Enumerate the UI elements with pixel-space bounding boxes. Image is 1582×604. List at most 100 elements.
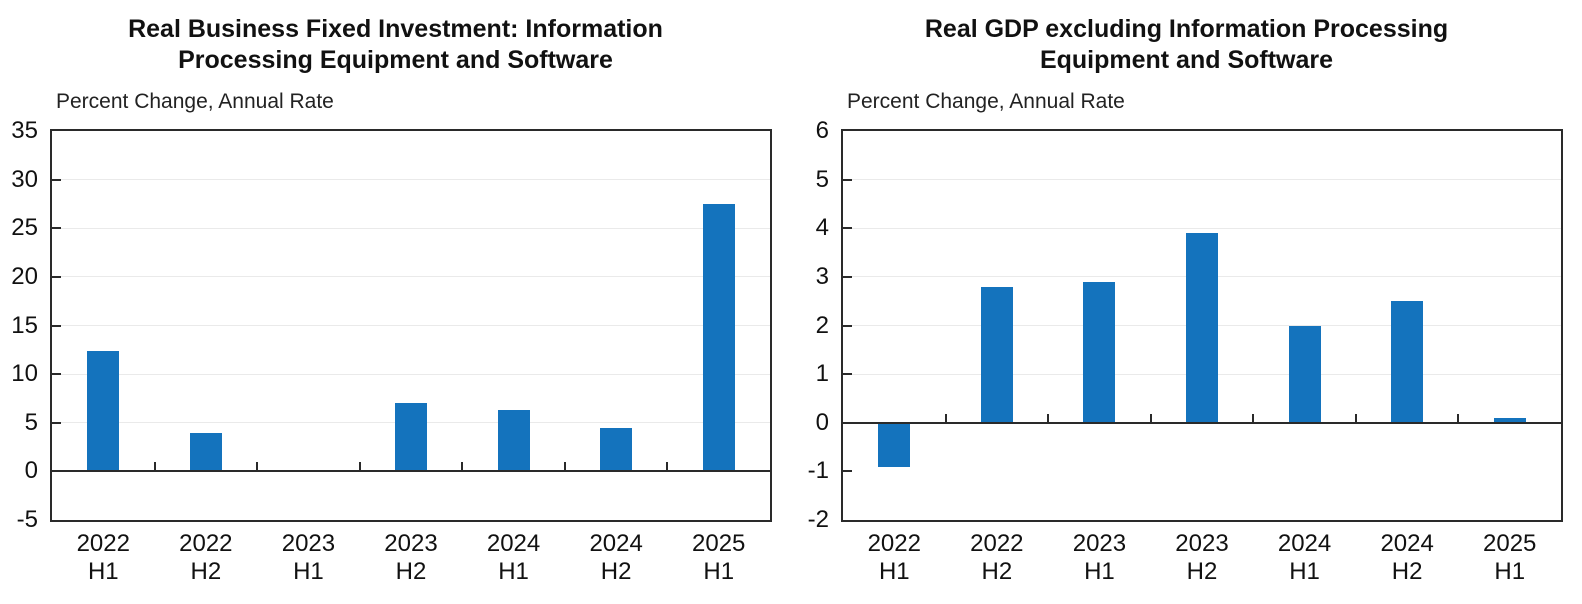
x-tick-mark <box>1354 413 1357 422</box>
gridline-15 <box>52 325 770 326</box>
x-axis-tick-line: 2024 <box>589 530 643 557</box>
x-axis-tick-line: 2023 <box>1175 530 1229 557</box>
y-axis-tick-label: 35 <box>11 117 38 144</box>
bar-2023-h2 <box>1186 233 1218 423</box>
x-axis-tick-line: 2025 <box>1483 530 1537 557</box>
x-axis-tick-line: H2 <box>395 558 427 585</box>
x-axis-tick-line: H1 <box>1289 558 1320 585</box>
x-axis-tick-label: 2024 H2 <box>1365 530 1449 586</box>
x-axis-tick-line: 2022 <box>970 530 1024 557</box>
y-tick-mark-30 <box>52 178 61 181</box>
x-tick-mark <box>944 413 947 422</box>
x-axis-tick-line: 2023 <box>1072 530 1127 557</box>
x-axis-tick-line: 2023 <box>384 530 438 557</box>
x-axis-tick-line: H2 <box>1186 558 1218 585</box>
x-tick-mark <box>1149 413 1152 422</box>
y-axis-tick-label: 4 <box>815 214 829 242</box>
chart-title: Real Business Fixed Investment: Informat… <box>10 14 781 76</box>
bar-2024-h2 <box>600 427 633 472</box>
x-axis-tick-line: 2022 <box>179 530 233 557</box>
x-tick-mark <box>1047 413 1050 422</box>
x-axis-tick-line: 2024 <box>1380 530 1434 557</box>
gridline-10 <box>52 373 770 375</box>
y-tick-mark-25 <box>52 227 61 230</box>
x-axis-tick-line: 2025 <box>692 530 746 557</box>
x-axis-tick-line: 2022 <box>76 530 130 557</box>
y-axis-tick-label: 15 <box>11 311 38 339</box>
zero-axis-line <box>52 470 770 473</box>
bar-2022-h1 <box>87 350 120 472</box>
bar-2023-h2 <box>395 403 427 472</box>
gridline-5 <box>843 179 1561 181</box>
x-axis-tick-label: 2023 H1 <box>266 530 350 586</box>
x-axis-tick-line: H2 <box>190 558 222 585</box>
x-axis-tick-label: 2022 H1 <box>61 530 145 586</box>
y-axis-tick-label: -1 <box>807 457 829 485</box>
x-axis-tick-label: 2023 H2 <box>369 530 453 586</box>
bar-2022-h1 <box>878 423 911 467</box>
y-axis-tick-label: -2 <box>807 506 829 533</box>
x-axis-tick-label: 2024 H1 <box>1263 530 1347 586</box>
bar-2024-h2 <box>1391 301 1424 423</box>
y-tick-mark-4 <box>843 227 852 230</box>
chart-panel-gdp: Real GDP excluding Information Processin… <box>791 0 1582 604</box>
x-axis-tick-label: 2022 H2 <box>955 530 1039 586</box>
plot-area <box>50 129 772 522</box>
y-tick-mark-2 <box>843 324 852 327</box>
x-axis-tick-label: 2022 H1 <box>852 530 936 586</box>
y-tick-mark-1 <box>843 373 852 376</box>
y-axis-tick-label: 20 <box>11 262 38 290</box>
bar-2022-h2 <box>189 433 222 472</box>
y-tick-mark-20 <box>52 275 61 278</box>
y-axis-tick-label: 5 <box>24 408 38 436</box>
x-tick-mark <box>1252 413 1255 422</box>
x-tick-mark <box>1457 413 1460 422</box>
x-tick-mark <box>358 462 361 471</box>
x-axis-tick-line: H1 <box>1494 558 1526 585</box>
y-tick-mark-15 <box>52 324 61 327</box>
y-axis-tick-label: 0 <box>24 457 38 485</box>
y-axis-tick-label: 6 <box>815 117 829 144</box>
x-axis-tick-line: H1 <box>498 558 529 585</box>
bar-2025-h1 <box>1493 417 1526 423</box>
y-tick-mark-5 <box>52 421 61 424</box>
bar-2022-h2 <box>980 286 1013 423</box>
chart-panel-investment: Real Business Fixed Investment: Informat… <box>10 14 781 586</box>
x-axis-tick-line: H2 <box>600 558 632 585</box>
x-axis-tick-label: 2024 H2 <box>574 530 658 586</box>
gridline-4 <box>843 227 1561 229</box>
x-tick-mark <box>563 462 566 471</box>
y-axis-tick-label: 25 <box>11 214 38 242</box>
y-axis-tick-label: 0 <box>815 408 829 436</box>
y-tick-mark-5 <box>843 178 852 181</box>
y-tick-mark--1 <box>843 470 852 473</box>
x-axis-tick-label: 2025 H1 <box>1468 530 1552 586</box>
gridline-20 <box>52 276 770 278</box>
zero-axis-line <box>843 421 1561 424</box>
y-axis-unit-label: Percent Change, Annual Rate <box>56 90 334 113</box>
plot-area <box>841 129 1563 522</box>
gridline-30 <box>52 179 770 181</box>
bar-2025-h1 <box>702 203 735 472</box>
y-tick-mark-3 <box>843 275 852 278</box>
x-axis-tick-line: H1 <box>878 558 910 585</box>
y-axis-tick-label: 2 <box>815 311 829 339</box>
y-axis-tick-label: -5 <box>16 506 38 533</box>
y-axis-unit-label: Percent Change, Annual Rate <box>847 90 1125 113</box>
chart-title-line2: Processing Equipment and Software <box>178 46 613 74</box>
x-axis-tick-label: 2024 H1 <box>472 530 556 586</box>
x-axis-tick-line: H1 <box>703 558 735 585</box>
chart-title: Real GDP excluding Information Processin… <box>801 14 1572 76</box>
x-axis-tick-label: 2022 H2 <box>164 530 248 586</box>
x-tick-mark <box>153 462 156 471</box>
bar-2024-h1 <box>497 410 530 472</box>
x-axis-tick-line: 2024 <box>1277 530 1332 557</box>
x-axis-tick-label: 2023 H1 <box>1057 530 1141 586</box>
x-axis-tick-line: H2 <box>981 558 1013 585</box>
gridline-25 <box>52 227 770 229</box>
x-axis-tick-label: 2023 H2 <box>1160 530 1244 586</box>
x-axis-tick-line: 2022 <box>867 530 921 557</box>
y-axis-tick-label: 1 <box>815 360 829 388</box>
y-tick-mark-10 <box>52 373 61 376</box>
